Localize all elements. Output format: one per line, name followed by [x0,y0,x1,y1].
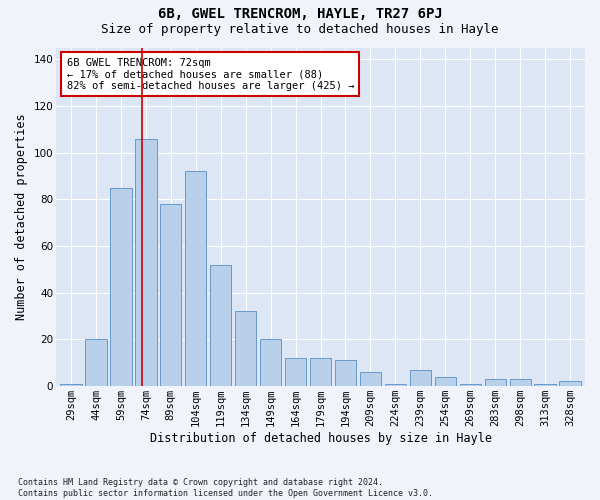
X-axis label: Distribution of detached houses by size in Hayle: Distribution of detached houses by size … [149,432,491,445]
Bar [160,204,181,386]
Bar [285,358,306,386]
Bar [485,379,506,386]
Text: Contains HM Land Registry data © Crown copyright and database right 2024.
Contai: Contains HM Land Registry data © Crown c… [18,478,433,498]
Bar [235,312,256,386]
Bar [509,379,531,386]
Bar [559,382,581,386]
Bar [110,188,131,386]
Bar [185,172,206,386]
Bar [310,358,331,386]
Bar [85,340,107,386]
Bar [61,384,82,386]
Text: 6B GWEL TRENCROM: 72sqm
← 17% of detached houses are smaller (88)
82% of semi-de: 6B GWEL TRENCROM: 72sqm ← 17% of detache… [67,58,354,91]
Bar [210,264,232,386]
Bar [335,360,356,386]
Bar [360,372,381,386]
Bar [410,370,431,386]
Bar [260,340,281,386]
Text: 6B, GWEL TRENCROM, HAYLE, TR27 6PJ: 6B, GWEL TRENCROM, HAYLE, TR27 6PJ [158,8,442,22]
Bar [460,384,481,386]
Bar [135,138,157,386]
Bar [535,384,556,386]
Bar [434,377,456,386]
Bar [385,384,406,386]
Text: Size of property relative to detached houses in Hayle: Size of property relative to detached ho… [101,22,499,36]
Y-axis label: Number of detached properties: Number of detached properties [15,114,28,320]
